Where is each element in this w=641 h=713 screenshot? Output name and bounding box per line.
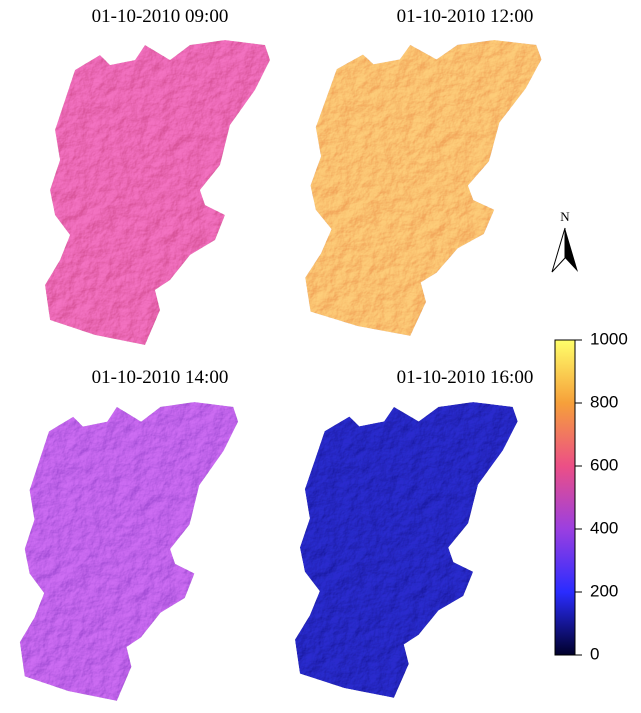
tick-label: 400 [590,518,618,537]
tick-label: 0 [590,644,599,663]
map-region [305,40,542,336]
map-region [19,402,239,701]
map-region [294,402,518,698]
colorbar [554,339,576,656]
north-label: N [560,209,570,224]
map-panel [45,40,270,345]
tick-label: 1000 [590,329,628,348]
map-panel [305,40,542,336]
panel-title: 01-10-2010 09:00 [92,6,229,27]
map-panel [294,402,518,698]
arrow-left [551,227,566,273]
panel-title: 01-10-2010 16:00 [397,367,534,388]
panel-title: 01-10-2010 12:00 [397,6,534,27]
north-arrow: N [551,209,578,273]
map-panel [19,402,239,701]
panel-title: 01-10-2010 14:00 [92,367,229,388]
map-region [45,40,270,345]
tick-label: 200 [590,581,618,600]
tick-label: 800 [590,392,618,411]
arrow-right [565,228,578,272]
tick-label: 600 [590,455,618,474]
